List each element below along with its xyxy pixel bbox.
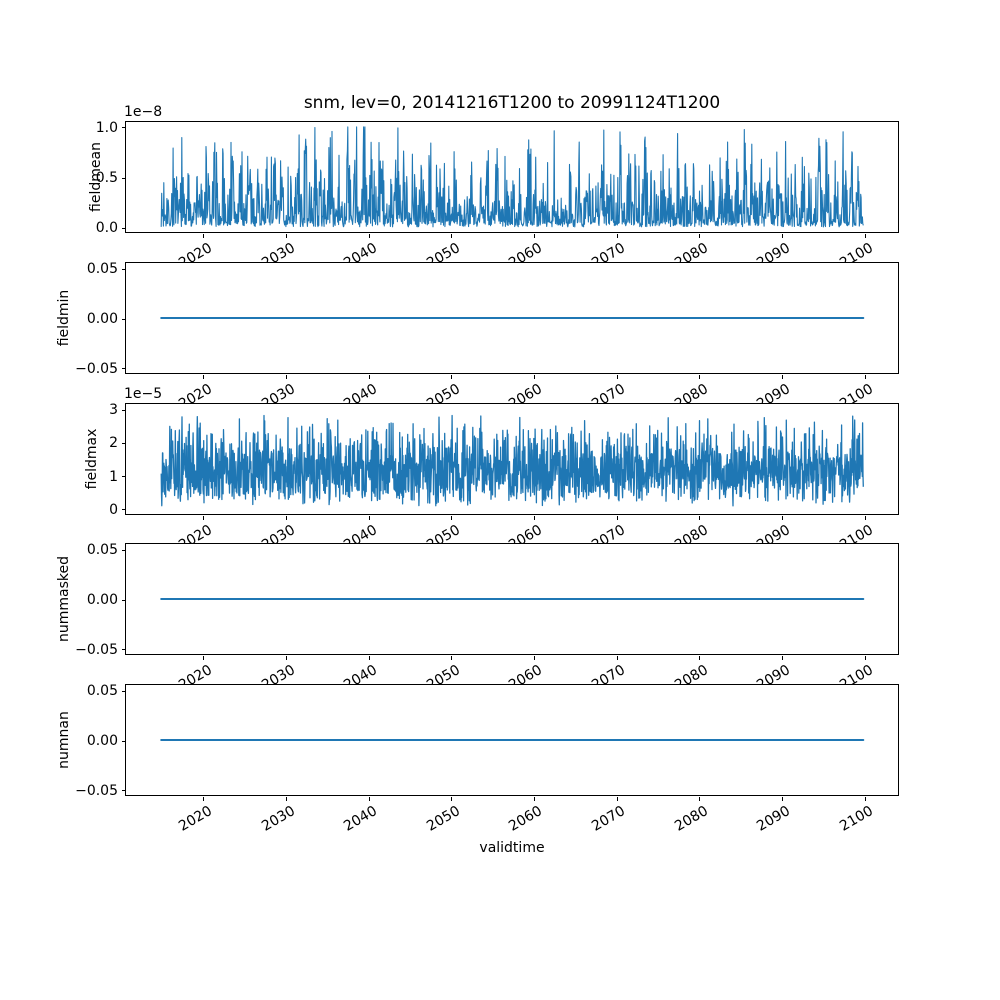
- fieldmean-xtick-mark: [203, 234, 205, 238]
- nummasked-xtick-mark: [286, 656, 288, 660]
- fieldmax-ytick-label: 3: [109, 402, 118, 419]
- numnan-xtick-mark: [203, 797, 205, 801]
- numnan-xtick-mark: [368, 797, 370, 801]
- fieldmin-xtick-mark: [781, 375, 783, 379]
- fieldmax-ytick-label: 2: [109, 435, 118, 452]
- fieldmax-xtick-mark: [203, 516, 205, 520]
- fieldmean-xtick-mark: [451, 234, 453, 238]
- fieldmin-xtick-mark: [616, 375, 618, 379]
- fieldmin-ytick-label: 0.00: [86, 311, 118, 327]
- fieldmax-xtick-mark: [451, 516, 453, 520]
- fieldmax-xtick-mark: [368, 516, 370, 520]
- nummasked-xtick-mark: [616, 656, 618, 660]
- numnan-xtick-mark: [781, 797, 783, 801]
- numnan-ytick-label: 0.00: [86, 733, 118, 749]
- fieldmax-ytick-mark: [122, 409, 126, 411]
- nummasked-ytick-mark: [122, 649, 126, 651]
- fieldmin-ytick-mark: [122, 368, 126, 370]
- fieldmax-xtick-mark: [286, 516, 288, 520]
- fieldmin-xtick-mark: [203, 375, 205, 379]
- nummasked-xtick-mark: [368, 656, 370, 660]
- fieldmean-xtick-mark: [781, 234, 783, 238]
- fieldmax-xtick-mark: [864, 516, 866, 520]
- nummasked-plot-area: [160, 598, 865, 600]
- fieldmax-ytick-label: 1: [109, 468, 118, 485]
- fieldmean-xtick-mark: [286, 234, 288, 238]
- numnan-xtick-mark: [699, 797, 701, 801]
- subplot-fieldmean: fieldmean 1e−8 1.0 0.5 0.0 2020 2030 2040 205…: [88, 104, 899, 272]
- numnan-plot-area: [160, 739, 865, 741]
- numnan-xtick-mark: [451, 797, 453, 801]
- fieldmean-ytick-mark: [122, 227, 126, 229]
- nummasked-ytick-mark: [122, 549, 126, 551]
- figure-title: snm, lev=0, 20141216T1200 to 20991124T12…: [303, 93, 721, 113]
- fieldmax-xtick-mark: [533, 516, 535, 520]
- nummasked-xtick-mark: [699, 656, 701, 660]
- fieldmin-xtick-mark: [864, 375, 866, 379]
- nummasked-ytick-label: −0.05: [75, 641, 118, 658]
- nummasked-xtick-mark: [203, 656, 205, 660]
- subplot-nummasked: nummasked 0.05 0.00 −0.05 2020 2030 2040 2050…: [56, 542, 899, 694]
- nummasked-xtick-mark: [864, 656, 866, 660]
- fieldmean-ytick-label: 0.5: [95, 170, 118, 186]
- numnan-ytick-mark: [122, 690, 126, 692]
- numnan-xtick-mark: [286, 797, 288, 801]
- nummasked-ytick-label: 0.00: [86, 592, 118, 608]
- fieldmean-xtick-mark: [368, 234, 370, 238]
- fieldmax-xtick-mark: [616, 516, 618, 520]
- fieldmax-series-line: [160, 414, 864, 507]
- fieldmax-plot-area: [160, 414, 864, 507]
- fieldmean-series-line: [160, 126, 864, 228]
- fieldmean-plot-area: [160, 126, 864, 228]
- nummasked-xtick-mark: [451, 656, 453, 660]
- numnan-xtick-mark: [616, 797, 618, 801]
- fieldmin-xtick-mark: [451, 375, 453, 379]
- fieldmean-xtick-mark: [616, 234, 618, 238]
- fieldmax-ytick-mark: [122, 476, 126, 478]
- fieldmean-ytick-mark: [122, 177, 126, 179]
- fieldmax-xtick-mark: [699, 516, 701, 520]
- fieldmin-xtick-mark: [368, 375, 370, 379]
- fieldmean-xtick-mark: [864, 234, 866, 238]
- x-axis-label: validtime: [479, 840, 545, 856]
- fieldmin-ytick-label: 0.05: [86, 261, 118, 278]
- fieldmean-offset-text: 1e−8: [124, 104, 163, 120]
- fieldmax-ytick-label: 0: [109, 501, 118, 518]
- fieldmin-ytick-mark: [122, 268, 126, 270]
- fieldmax-ytick-mark: [122, 509, 126, 511]
- subplot-fieldmin: fieldmin 0.05 0.00 −0.05 2020 2030 2040 2050 2…: [56, 261, 899, 413]
- fieldmean-xtick-mark: [533, 234, 535, 238]
- fieldmin-ytick-label: −0.05: [75, 360, 118, 377]
- fieldmean-ytick-label: 1.0: [95, 119, 118, 136]
- numnan-ytick-mark: [122, 740, 126, 742]
- nummasked-ytick-label: 0.05: [86, 542, 118, 559]
- fieldmin-plot-area: [160, 317, 865, 319]
- nummasked-ytick-mark: [122, 599, 126, 601]
- nummasked-xtick-mark: [533, 656, 535, 660]
- numnan-xtick-mark: [864, 797, 866, 801]
- numnan-ytick-label: 0.05: [86, 683, 118, 700]
- fieldmin-xtick-mark: [699, 375, 701, 379]
- fieldmean-ytick-mark: [122, 127, 126, 129]
- fieldmin-xtick-mark: [533, 375, 535, 379]
- fieldmax-ytick-mark: [122, 442, 126, 444]
- fieldmin-ytick-mark: [122, 318, 126, 320]
- fieldmax-xtick-mark: [781, 516, 783, 520]
- numnan-ytick-label: −0.05: [75, 782, 118, 799]
- numnan-ytick-mark: [122, 790, 126, 792]
- subplot-numnan: numnan 0.05 0.00 −0.05 2020 2030 2040 2050 206…: [56, 683, 899, 835]
- fieldmax-offset-text: 1e−5: [124, 386, 163, 402]
- fieldmin-xtick-mark: [286, 375, 288, 379]
- numnan-xtick-mark: [533, 797, 535, 801]
- nummasked-xtick-mark: [781, 656, 783, 660]
- fieldmean-xtick-mark: [699, 234, 701, 238]
- fieldmean-ytick-label: 0.0: [95, 220, 118, 237]
